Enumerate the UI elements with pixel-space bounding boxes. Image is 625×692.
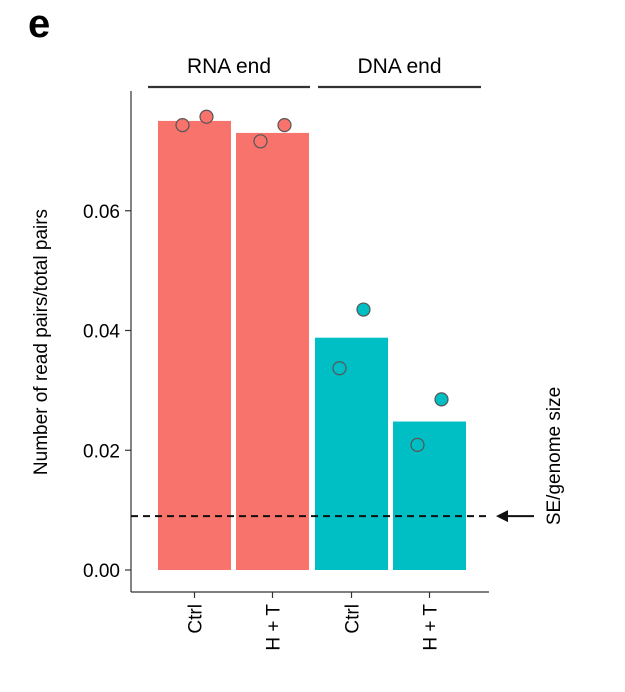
panel-label: e [28,2,50,46]
reference-line-group: SE/genome size [131,387,565,525]
group-label: RNA end [187,55,271,78]
bar-4 [393,421,466,570]
reference-line-label: SE/genome size [544,387,565,525]
data-point [175,118,190,133]
y-axis-title: Number of read pairs/total pairs [31,209,52,475]
data-point [434,392,449,407]
data-points [175,109,449,452]
y-tick-label: 0.02 [83,441,120,462]
data-point [253,134,268,149]
group-brackets: RNA end DNA end [148,55,481,89]
bar-1 [158,120,231,570]
bar-2 [236,132,309,570]
data-point [199,109,214,124]
data-point [410,437,425,452]
reference-arrow-head [496,510,508,523]
x-tick-label: H + T [421,604,442,651]
y-tick-label: 0.04 [83,322,120,343]
bars [158,120,466,570]
y-tick-label: 0.06 [83,202,120,223]
x-tick-label: Ctrl [186,604,207,634]
data-point [332,361,347,376]
axes: 0.00 0.02 0.04 0.06 Ctrl H + T Ctrl H + T [83,91,489,651]
group-label: DNA end [357,55,441,78]
y-tick-label: 0.00 [83,561,120,582]
data-point [277,118,292,133]
bar-3 [315,337,388,570]
x-tick-label: H + T [264,604,285,651]
data-point [356,302,371,317]
x-tick-label: Ctrl [343,604,364,634]
